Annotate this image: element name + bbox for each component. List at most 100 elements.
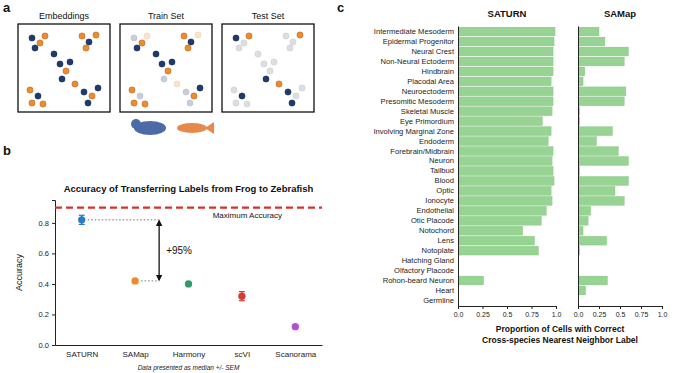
bar — [578, 37, 605, 46]
tick: Heart — [435, 286, 458, 295]
diagram-dot — [181, 33, 187, 39]
panel-label: b — [3, 143, 11, 158]
tick: 0.25 — [593, 306, 607, 318]
diagram-dot — [185, 45, 191, 51]
diagram-box — [120, 24, 212, 112]
y-axis: Intermediate MesodermEpidermal Progenito… — [373, 27, 458, 307]
tick: Tailbud — [430, 166, 458, 175]
diagram-dot — [293, 93, 299, 99]
axis-line — [52, 201, 56, 346]
diagram-dot — [233, 100, 239, 106]
tick-label: Heart — [435, 286, 454, 295]
bar — [578, 137, 596, 146]
axis-line — [578, 27, 579, 307]
diagram-dot — [93, 32, 99, 38]
bar — [578, 47, 628, 56]
tick-label: Scanorama — [275, 350, 316, 359]
plot-area — [458, 27, 555, 285]
error-bar-cap — [239, 300, 245, 301]
diagram-dot — [59, 76, 65, 82]
bar — [458, 57, 553, 66]
tick: 0.4 — [39, 280, 55, 289]
tick: 1.0 — [552, 306, 562, 318]
bar-chart: SATURN0.00.250.50.751.0Intermediate Meso… — [373, 8, 561, 318]
tick-label: Ionocyte — [425, 196, 454, 205]
bar — [458, 236, 534, 245]
tick: Epidermal Progenitor — [383, 37, 458, 46]
diagram-dot — [183, 89, 189, 95]
diagram-dot — [142, 101, 148, 107]
tick-label: Harmony — [173, 350, 205, 359]
tick-mark — [556, 306, 557, 309]
bar — [578, 147, 618, 156]
diagram-dot — [187, 100, 193, 106]
tick-mark — [641, 306, 642, 309]
diagram-dot — [57, 61, 63, 67]
axis-title: Accuracy — [14, 253, 24, 291]
diagram-dot — [231, 87, 237, 93]
tick-label: Tailbud — [430, 166, 454, 175]
x-axis: 0.00.250.50.751.0 — [574, 306, 668, 318]
bar — [458, 246, 538, 255]
tick-label: Eye Primordium — [400, 117, 454, 126]
diagram-title: Test Set — [252, 11, 285, 21]
bar — [578, 27, 599, 36]
point — [131, 277, 138, 284]
chart-title: Accuracy of Transferring Labels from Fro… — [64, 183, 314, 194]
diagram-dot — [239, 93, 245, 99]
tick: Neuroectoderm — [402, 87, 458, 96]
tick: Neuron — [429, 156, 458, 165]
x-axis: 0.00.250.50.751.0 — [454, 306, 562, 318]
error-bar-cap — [79, 215, 85, 216]
diagram-dot — [51, 51, 57, 57]
diagram-dot — [29, 100, 35, 106]
diagram-dot — [195, 32, 201, 38]
point — [292, 323, 299, 330]
tick-label: Lens — [438, 236, 455, 245]
scatter-chart: Accuracy of Transferring Labels from Fro… — [14, 183, 323, 372]
tick: Hindbrain — [421, 67, 458, 76]
tick-label: scVI — [235, 350, 251, 359]
axis-line — [458, 27, 459, 307]
bar — [578, 187, 615, 196]
bar — [458, 187, 551, 196]
tick-label: 0.6 — [39, 249, 49, 258]
bar — [458, 127, 551, 136]
diagram-box — [222, 24, 314, 112]
diagram-dot — [95, 85, 101, 91]
diagram-dot — [144, 33, 150, 39]
tick-label: Neural Crest — [411, 47, 455, 56]
point — [185, 280, 192, 287]
tick-label: Neuron — [429, 156, 454, 165]
tick-label: Rohon-beard Neuron — [383, 276, 454, 285]
diagram-dot — [188, 39, 194, 45]
diagram-dot — [289, 100, 295, 106]
diagram-dot — [299, 85, 305, 91]
tick: Lens — [438, 236, 458, 245]
tick-label: 0.2 — [39, 310, 49, 319]
tick-label: SAMap — [122, 350, 149, 359]
plot-area — [55, 208, 322, 331]
diagram-dot — [129, 87, 135, 93]
tick-label: Otic Placode — [411, 216, 454, 225]
tick: 0.0 — [39, 341, 55, 350]
diagram-dot — [283, 33, 289, 39]
bar — [458, 216, 541, 225]
diagram-dot — [83, 45, 89, 51]
diagram-dot — [63, 68, 69, 74]
tick-label: SATURN — [66, 350, 99, 359]
tick: 0.2 — [39, 310, 55, 319]
diagram-dot — [131, 35, 137, 41]
bar — [458, 37, 554, 46]
fish-icon — [177, 123, 207, 133]
tick-label: Presomitic Mesoderm — [381, 97, 454, 106]
diagram-dot — [131, 100, 137, 106]
bar — [458, 147, 553, 156]
tick: Forebrain/Midbrain — [390, 146, 458, 155]
diagram-dot — [197, 85, 203, 91]
figure: abcEmbeddingsTrain SetTest SetAccuracy o… — [0, 0, 675, 373]
tick-label: Notoplate — [421, 246, 454, 255]
bar — [458, 226, 523, 235]
bar — [578, 276, 607, 285]
diagram-dot — [267, 68, 273, 74]
